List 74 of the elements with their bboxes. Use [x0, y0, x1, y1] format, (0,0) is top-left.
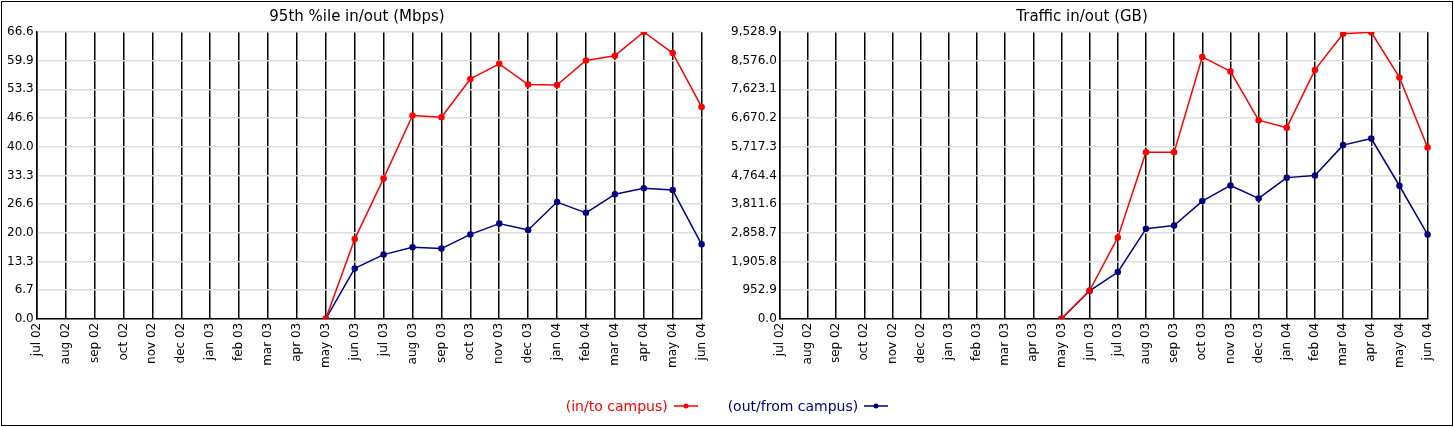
x-tick-label: nov 02 [144, 322, 159, 364]
y-tick-label: 952.9 [742, 282, 777, 297]
x-tick-label: may 04 [664, 322, 679, 369]
x-tick-label: apr 04 [635, 322, 650, 362]
y-tick-label: 33.3 [7, 167, 34, 182]
y-tick-label: 0.0 [14, 310, 34, 325]
x-tick-label: jan 04 [1278, 322, 1293, 362]
y-tick-label: 2,858.7 [730, 224, 777, 239]
y-tick-label: 40.0 [7, 138, 34, 153]
x-tick-label: jun 03 [1081, 322, 1096, 362]
x-tick-label: jul 03 [375, 322, 390, 358]
x-tick-label: nov 03 [1222, 322, 1237, 364]
x-tick-label: apr 03 [289, 322, 304, 362]
x-tick-label: aug 03 [404, 322, 419, 365]
x-tick-label: nov 03 [491, 322, 506, 364]
x-tick-label: apr 04 [1363, 322, 1378, 362]
x-tick-label: feb 04 [1307, 322, 1322, 362]
x-tick-label: jan 04 [549, 322, 564, 362]
y-tick-label: 46.6 [7, 110, 34, 125]
x-tick-label: jan 03 [940, 322, 955, 362]
y-tick-label: 13.3 [7, 253, 34, 268]
x-tick-label: jan 03 [202, 322, 217, 362]
y-tick-label: 9,528.9 [730, 24, 777, 39]
x-tick-label: oct 02 [115, 322, 130, 361]
x-tick-label: nov 02 [884, 322, 899, 364]
x-tick-label: mar 03 [260, 322, 275, 366]
x-tick-label: dec 03 [1250, 322, 1265, 364]
x-tick-label: feb 04 [578, 322, 593, 362]
y-tick-label: 6,670.2 [730, 110, 777, 125]
x-tick-label: sep 03 [433, 322, 448, 364]
x-tick-label: may 03 [317, 322, 332, 369]
y-tick-label: 26.6 [7, 196, 34, 211]
y-tick-label: 66.6 [7, 24, 34, 39]
x-tick-label: jun 04 [1419, 322, 1434, 362]
x-tick-label: sep 02 [828, 322, 843, 364]
x-tick-label: oct 03 [1194, 322, 1209, 361]
x-tick-label: feb 03 [969, 322, 984, 362]
y-tick-label: 1,905.8 [730, 253, 777, 268]
x-tick-label: jul 03 [1109, 322, 1124, 358]
x-tick-label: dec 02 [173, 322, 188, 364]
y-tick-label: 4,764.4 [730, 167, 777, 182]
x-tick-label: mar 03 [997, 322, 1012, 366]
x-tick-label: sep 02 [86, 322, 101, 364]
y-tick-label: 7,623.1 [730, 81, 777, 96]
y-tick-label: 0.0 [757, 310, 777, 325]
x-tick-label: may 03 [1053, 322, 1068, 369]
x-tick-label: oct 03 [462, 322, 477, 361]
y-tick-label: 6.7 [14, 282, 34, 297]
x-tick-label: feb 03 [231, 322, 246, 362]
y-tick-label: 59.9 [7, 52, 34, 67]
chart-title: Traffic in/out (GB) [1015, 6, 1148, 25]
x-tick-label: sep 03 [1166, 322, 1181, 364]
y-tick-label: 53.3 [7, 81, 34, 96]
x-tick-label: dec 02 [912, 322, 927, 364]
x-tick-label: aug 02 [800, 322, 815, 365]
y-tick-label: 8,576.0 [730, 52, 777, 67]
x-tick-label: mar 04 [1335, 322, 1350, 366]
x-tick-label: mar 04 [607, 322, 621, 366]
y-tick-label: 3,811.6 [730, 196, 777, 211]
y-tick-label: 5,717.3 [730, 138, 777, 153]
x-tick-label: dec 03 [520, 322, 535, 364]
x-tick-label: oct 02 [856, 322, 871, 361]
x-tick-label: may 04 [1391, 322, 1406, 369]
x-tick-label: aug 02 [57, 322, 72, 365]
x-tick-label: jul 02 [28, 322, 43, 358]
x-tick-label: aug 03 [1138, 322, 1153, 365]
legend-label: (out/from campus) [727, 398, 859, 414]
legend-label: (in/to campus) [565, 398, 668, 414]
x-tick-label: jun 03 [346, 322, 361, 362]
chart-title: 95th %ile in/out (Mbps) [269, 6, 445, 25]
x-tick-label: jul 02 [771, 322, 786, 358]
y-tick-label: 20.0 [7, 224, 34, 239]
x-tick-label: jun 04 [693, 322, 708, 362]
x-tick-label: apr 03 [1025, 322, 1040, 362]
